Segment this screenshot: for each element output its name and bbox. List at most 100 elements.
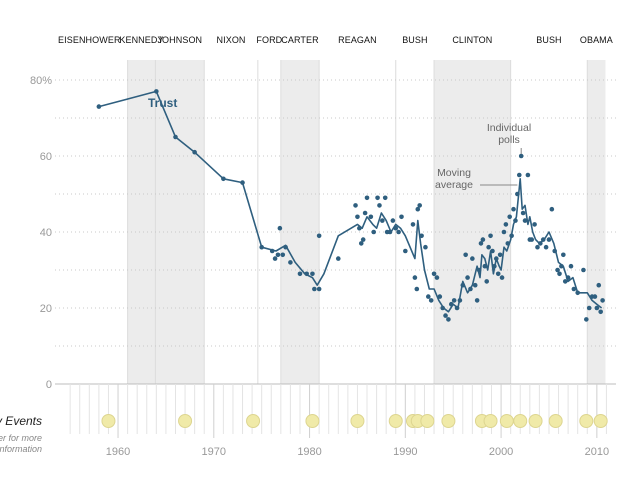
- poll-point: [428, 298, 434, 303]
- poll-point: [364, 195, 370, 201]
- president-label: CARTER: [281, 35, 319, 45]
- gridlines: [55, 79, 616, 385]
- poll-point: [472, 282, 478, 288]
- president-label: JOHNSON: [157, 35, 202, 45]
- poll-point: [468, 286, 473, 292]
- poll-point: [584, 317, 589, 322]
- poll-point: [509, 233, 514, 239]
- poll-point: [535, 244, 540, 250]
- poll-point: [540, 237, 546, 242]
- term-shade-carter: [280, 60, 320, 384]
- key-event-marker[interactable]: [548, 414, 563, 428]
- key-event-marker[interactable]: [499, 414, 514, 428]
- key-event-marker[interactable]: [101, 414, 116, 428]
- poll-point: [312, 286, 317, 292]
- poll-point: [297, 271, 303, 277]
- poll-point: [399, 214, 404, 220]
- key-event-marker[interactable]: [178, 414, 193, 428]
- key-event-marker[interactable]: [441, 414, 456, 428]
- key-event-marker[interactable]: [350, 414, 365, 428]
- poll-point: [269, 248, 275, 254]
- poll-point: [358, 241, 364, 246]
- poll-point: [505, 241, 511, 246]
- poll-point: [419, 233, 424, 239]
- poll-point: [335, 256, 341, 261]
- poll-dots: [96, 89, 605, 322]
- poll-point: [283, 244, 288, 250]
- poll-point: [522, 218, 528, 223]
- poll-point: [465, 275, 470, 280]
- poll-point: [552, 248, 558, 254]
- poll-point: [565, 275, 571, 280]
- poll-point: [457, 298, 463, 303]
- key-event-marker[interactable]: [388, 414, 403, 428]
- president-label: KENNEDY: [119, 35, 163, 45]
- poll-point: [288, 260, 293, 265]
- key-event-marker[interactable]: [420, 414, 435, 428]
- poll-point: [503, 222, 509, 227]
- key-event-marker[interactable]: [528, 414, 543, 428]
- poll-point: [410, 222, 416, 227]
- poll-point: [310, 271, 315, 277]
- moving-average-line: [98, 90, 603, 313]
- poll-point: [454, 305, 460, 311]
- poll-point: [568, 263, 574, 269]
- poll-point: [375, 195, 380, 201]
- poll-point: [529, 237, 535, 242]
- poll-point: [440, 305, 445, 311]
- poll-point: [446, 317, 451, 322]
- poll-point: [476, 267, 482, 273]
- poll-point: [543, 244, 549, 250]
- poll-point: [549, 206, 555, 212]
- y-tick-label: 40: [40, 227, 52, 239]
- poll-point: [412, 275, 418, 280]
- poll-point: [221, 176, 226, 182]
- term-shade-obama: [587, 60, 606, 384]
- key-event-marker[interactable]: [246, 414, 261, 428]
- annotation-individual-polls: polls: [498, 134, 520, 146]
- x-tick-label: 1990: [393, 446, 417, 458]
- poll-point: [525, 172, 531, 178]
- poll-point: [460, 282, 466, 288]
- key-event-marker[interactable]: [513, 414, 528, 428]
- poll-point: [382, 195, 388, 201]
- poll-point: [431, 271, 437, 277]
- poll-point: [240, 180, 245, 185]
- poll-point: [575, 290, 580, 296]
- poll-point: [423, 244, 428, 250]
- poll-point: [415, 206, 421, 212]
- president-label: CLINTON: [452, 35, 492, 45]
- poll-point: [316, 233, 322, 239]
- poll-point: [538, 241, 543, 246]
- poll-point: [501, 229, 507, 235]
- poll-point: [417, 203, 422, 208]
- y-tick-label: 60: [40, 151, 52, 163]
- poll-point: [520, 210, 526, 216]
- poll-point: [571, 286, 577, 292]
- key-event-marker[interactable]: [305, 414, 320, 428]
- president-label: OBAMA: [580, 35, 613, 45]
- poll-point: [586, 305, 592, 311]
- key-event-marker[interactable]: [593, 414, 608, 428]
- administration-dividers: [127, 60, 588, 384]
- series-label-trust: Trust: [148, 96, 177, 110]
- poll-point: [532, 222, 537, 227]
- poll-point: [259, 244, 264, 250]
- annotation-moving-average: average: [435, 179, 473, 191]
- term-shade-kennedy: [127, 60, 156, 384]
- poll-point: [600, 298, 605, 303]
- key-event-marker[interactable]: [579, 414, 594, 428]
- key-event-marker[interactable]: [483, 414, 498, 428]
- term-shade-johnson: [155, 60, 205, 384]
- poll-point: [594, 305, 600, 311]
- poll-point: [488, 233, 493, 239]
- poll-point: [355, 214, 360, 220]
- poll-point: [173, 134, 178, 140]
- x-axis-ticks: 1960 1970 1980 1990 2000 2010: [69, 384, 609, 458]
- poll-point: [484, 279, 490, 284]
- poll-point: [470, 256, 475, 261]
- poll-point: [478, 241, 484, 246]
